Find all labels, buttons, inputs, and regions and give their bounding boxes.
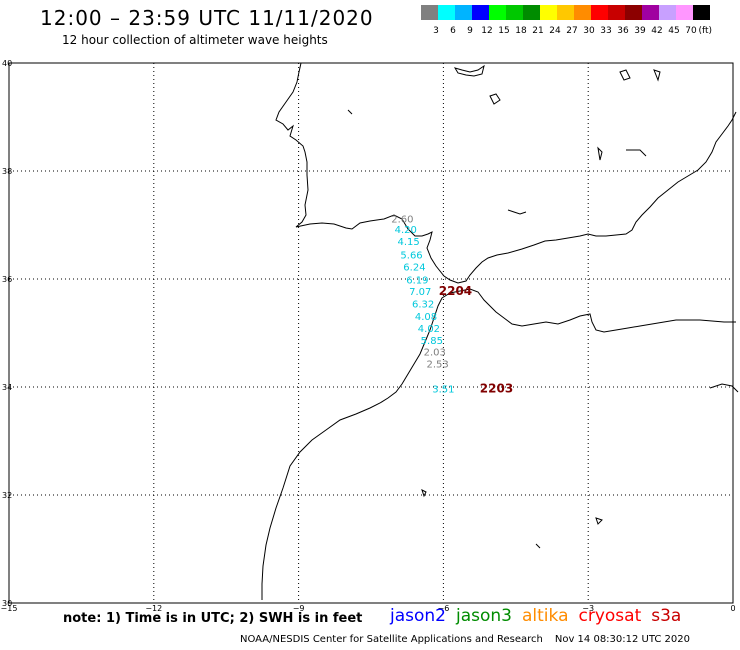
morocco-coast [261,288,736,600]
y-tick-label: 34 [2,383,12,392]
wave-height-value: 2.03 [424,348,446,359]
wave-height-value: 7.07 [409,287,431,298]
altimeter-track: 2.604.204.15 5.666.24 6.197.07 6.324.084.02… [391,214,513,395]
legend-label: 39 [634,26,646,36]
legend-label: 36 [617,26,629,36]
y-tick-label: 36 [2,275,12,284]
legend-swatch [455,5,472,20]
satellite-altika: altika [522,606,569,626]
legend-swatch [506,5,523,20]
credit-line: NOAA/NESDIS Center for Satellite Applica… [240,634,690,645]
satellite-s3a: s3a [651,606,682,626]
graticule [8,62,734,604]
y-tick-label: 30 [2,599,12,608]
satellite-jason2: jason2 [390,606,446,626]
y-tick-label: 40 [2,59,12,68]
wave-height-value: 6.32 [412,300,434,311]
wave-height-value: 4.08 [415,312,437,323]
x-tick-label: −12 [145,604,162,613]
wave-height-value: 3.51 [432,384,454,395]
legend-label: 3 [433,26,439,36]
legend-label: 18 [515,26,527,36]
legend-swatch [472,5,489,20]
legend-label: 42 [651,26,662,36]
legend-swatch [574,5,591,20]
x-tick-label: 0 [730,604,735,613]
wave-height-value: 2.53 [426,360,448,371]
legend-label: 21 [532,26,543,36]
legend-swatch [676,5,693,20]
y-tick-label: 32 [2,491,12,500]
legend-swatch [421,5,438,20]
x-tick-label: −9 [293,604,305,613]
island-small-11 [709,383,739,393]
island-small-5 [626,149,647,157]
island-small-4 [597,146,603,161]
wave-height-value: 6.19 [406,275,428,286]
legend-label: 33 [600,26,611,36]
balearic-island [453,64,485,77]
island-small-6 [507,209,527,215]
island-small-9 [535,543,541,549]
satellite-legend: jason2 jason3 altika cryosat s3a [390,606,691,626]
island-small-10 [421,489,427,498]
wave-height-value: 4.15 [398,237,420,248]
wave-height-value: 6.24 [403,262,425,273]
legend-label: 45 [668,26,679,36]
credit-text: NOAA/NESDIS Center for Satellite Applica… [240,634,543,645]
coastline [261,62,739,600]
satellite-jason3: jason3 [456,606,512,626]
legend-swatch [608,5,625,20]
satellite-cryosat: cryosat [578,606,642,626]
island-small-7 [347,109,353,115]
legend-swatch [659,5,676,20]
island-small-1 [489,93,501,105]
island-small-2 [619,69,631,81]
map-frame [8,62,734,604]
legend-label: 70 [685,26,697,36]
map-title: 12:00 – 23:59 UTC 11/11/2020 [40,6,374,30]
wave-height-value: 5.85 [421,336,443,347]
island-small-3 [653,69,661,82]
x-tick-label: −3 [582,604,594,613]
legend-swatch [591,5,608,20]
x-tick-label: −15 [1,604,18,613]
map-subtitle: 12 hour collection of altimeter wave hei… [62,33,328,47]
axis-tick-labels: −15 −12 −9 −6 −3 0 40 38 36 34 32 30 [1,59,736,613]
legend-swatch [557,5,574,20]
legend-label: 9 [467,26,473,36]
legend-swatch [693,5,710,20]
x-tick-label: −6 [438,604,450,613]
legend-swatch [523,5,540,20]
legend-swatch [642,5,659,20]
y-tick-label: 38 [2,167,12,176]
legend-label: 6 [450,26,456,36]
wave-height-value: 4.20 [395,225,417,236]
legend-swatch [489,5,506,20]
legend-label: 12 [481,26,492,36]
legend-label: 27 [566,26,577,36]
legend-swatch [625,5,642,20]
legend-swatch [540,5,557,20]
footer-note: note: 1) Time is in UTC; 2) SWH is in fe… [63,611,363,626]
wave-height-legend: 3 6 9 12 15 18 21 24 27 30 33 36 39 42 45 70 (ft) [421,5,712,36]
pass-time-label: 2204 [439,284,472,298]
wave-height-value: 2.60 [391,214,413,225]
legend-label: 30 [583,26,595,36]
legend-label: 15 [498,26,509,36]
iberia-coast [275,62,737,284]
pass-time-label: 2203 [480,381,513,395]
wave-height-value: 5.66 [400,250,422,261]
legend-swatch [438,5,455,20]
generated-date: Nov 14 08:30:12 UTC 2020 [554,634,691,645]
island-small-8 [595,517,603,525]
wave-height-value: 4.02 [418,324,440,335]
legend-unit: (ft) [698,26,712,36]
legend-label: 24 [549,26,561,36]
